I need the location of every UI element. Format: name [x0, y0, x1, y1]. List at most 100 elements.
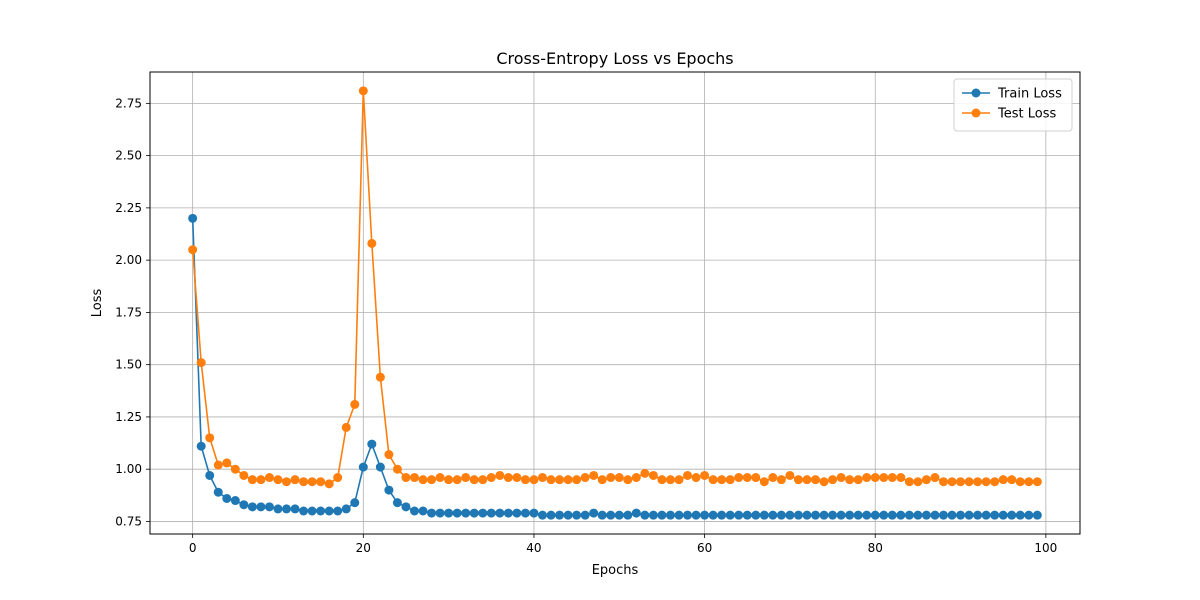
data-point	[981, 477, 991, 487]
data-point	[273, 504, 283, 514]
data-point	[828, 475, 838, 485]
data-point	[879, 473, 889, 483]
y-axis-label: Loss	[90, 289, 105, 318]
data-point	[341, 422, 351, 432]
y-tick-label: 0.75	[115, 514, 142, 528]
legend-box	[953, 78, 1073, 132]
data-point	[512, 508, 522, 518]
data-point	[623, 475, 633, 485]
data-point	[358, 86, 368, 96]
data-point	[299, 506, 309, 516]
data-point	[418, 506, 428, 516]
data-point	[725, 510, 735, 520]
data-point	[640, 468, 650, 478]
legend-marker	[971, 108, 981, 118]
data-point	[862, 510, 872, 520]
data-point	[367, 238, 377, 248]
x-tick-label: 60	[697, 541, 712, 555]
data-point	[486, 473, 496, 483]
y-tick-label: 1.00	[115, 462, 142, 476]
data-point	[213, 460, 223, 470]
data-point	[785, 510, 795, 520]
data-point	[904, 510, 914, 520]
data-point	[648, 470, 658, 480]
data-point	[845, 475, 855, 485]
data-point	[811, 510, 821, 520]
data-point	[870, 510, 880, 520]
data-point	[452, 475, 462, 485]
legend-label: Train Loss	[997, 87, 1062, 102]
data-point	[597, 475, 607, 485]
data-point	[205, 433, 215, 443]
data-point	[921, 510, 931, 520]
data-point	[691, 473, 701, 483]
legend-marker	[971, 88, 981, 98]
data-point	[572, 510, 582, 520]
data-point	[563, 475, 573, 485]
data-point	[409, 473, 419, 483]
data-point	[913, 510, 923, 520]
data-point	[674, 475, 684, 485]
data-point	[998, 510, 1008, 520]
data-point	[546, 510, 556, 520]
data-point	[461, 508, 471, 518]
data-point	[811, 475, 821, 485]
data-point	[751, 510, 761, 520]
data-point	[896, 510, 906, 520]
plot-frame	[149, 71, 1081, 535]
data-point	[580, 510, 590, 520]
data-point	[853, 475, 863, 485]
data-point	[222, 458, 232, 468]
data-point	[529, 475, 539, 485]
data-point	[836, 510, 846, 520]
ticks: 0 20 40 60 80 100 0.75 1.00 1.25 1.50 1.75 2.00 2.25…	[115, 96, 1057, 555]
data-point	[1007, 510, 1017, 520]
data-point	[956, 510, 966, 520]
data-point	[478, 475, 488, 485]
data-point	[1015, 477, 1025, 487]
data-point	[665, 475, 675, 485]
data-point	[887, 510, 897, 520]
x-tick-label: 0	[189, 541, 197, 555]
data-point	[717, 475, 727, 485]
data-point	[444, 508, 454, 518]
data-point	[674, 510, 684, 520]
data-point	[282, 477, 292, 487]
data-point	[503, 473, 513, 483]
data-point	[717, 510, 727, 520]
data-point	[776, 510, 786, 520]
data-point	[1024, 477, 1034, 487]
y-tick-label: 2.75	[115, 96, 142, 110]
data-point	[742, 473, 752, 483]
data-point	[606, 473, 616, 483]
data-point	[845, 510, 855, 520]
series-train-loss	[188, 213, 1042, 520]
data-point	[427, 475, 437, 485]
data-point	[435, 508, 445, 518]
data-point	[614, 510, 624, 520]
data-point	[316, 477, 326, 487]
data-point	[776, 475, 786, 485]
data-point	[734, 473, 744, 483]
data-point	[384, 450, 394, 460]
chart-title: Cross-Entropy Loss vs Epochs	[496, 49, 733, 68]
data-point	[930, 510, 940, 520]
data-point	[307, 506, 317, 516]
data-point	[537, 473, 547, 483]
data-point	[708, 475, 718, 485]
data-point	[392, 498, 402, 508]
data-point	[341, 504, 351, 514]
data-point	[290, 475, 300, 485]
data-point	[819, 477, 829, 487]
data-point	[938, 477, 948, 487]
data-point	[546, 475, 556, 485]
series-layer	[188, 86, 1042, 520]
data-point	[742, 510, 752, 520]
data-point	[597, 510, 607, 520]
data-point	[435, 473, 445, 483]
data-point	[264, 502, 274, 512]
data-point	[358, 462, 368, 472]
data-point	[392, 464, 402, 474]
data-point	[299, 477, 309, 487]
data-point	[580, 473, 590, 483]
